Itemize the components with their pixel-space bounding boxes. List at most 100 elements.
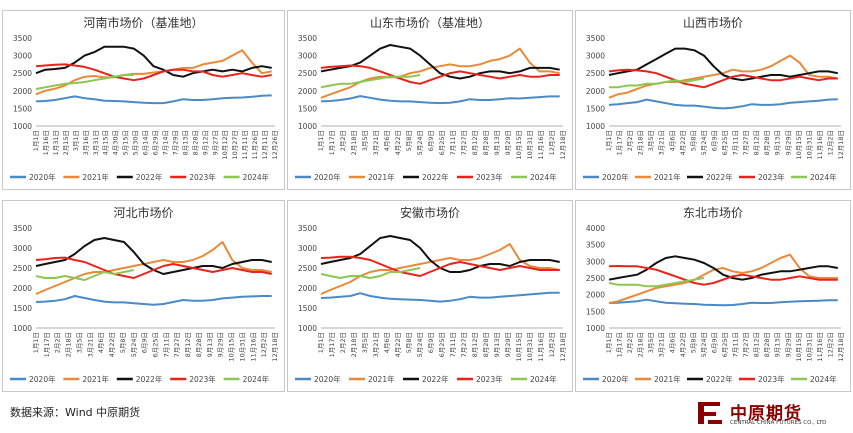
x-tick-label: 8月13日 <box>181 130 189 155</box>
y-tick-label: 3000 <box>586 257 605 266</box>
x-tick-label: 10月15日 <box>515 130 523 160</box>
x-tick-label: 8月12日 <box>184 332 192 357</box>
x-tick-label: 12月18日 <box>559 332 567 362</box>
series-line-2024年 <box>35 74 134 90</box>
y-tick-label: 1000 <box>13 122 32 131</box>
series-line-2023年 <box>320 255 560 277</box>
x-tick-label: 5月8日 <box>689 332 697 353</box>
legend-label: 2022年 <box>706 172 733 182</box>
x-tick-label: 10月27日 <box>231 130 239 160</box>
chart-panel-hebei: 河北市场价 1000 1500 2000 2500 3000 3500 1月1日 1月17日 2月… <box>2 200 285 392</box>
legend-label: 2023年 <box>476 374 503 384</box>
legend-label: 2023年 <box>758 172 785 182</box>
x-tick-label: 7月11日 <box>449 130 457 155</box>
x-tick-label: 10月31日 <box>805 332 813 362</box>
x-tick-label: 2月18日 <box>350 130 358 155</box>
series-line-2024年 <box>609 77 705 89</box>
chart-title: 河北市场价 <box>113 205 173 220</box>
y-tick-label: 2000 <box>13 284 32 293</box>
x-tick-label: 8月12日 <box>471 130 479 155</box>
legend-label: 2024年 <box>530 374 557 384</box>
y-tick-label: 2500 <box>586 69 605 78</box>
legend-label: 2020年 <box>602 374 629 384</box>
series-line-2023年 <box>608 68 838 89</box>
y-tick-label: 1000 <box>586 324 605 333</box>
x-tick-label: 4月22日 <box>679 332 687 357</box>
x-tick-label: 9月13日 <box>206 332 214 357</box>
y-tick-label: 4000 <box>586 224 605 233</box>
x-tick-label: 5月8日 <box>119 332 127 353</box>
chart-panel-shandong: 山东市场价（基准地） 1000 1500 2000 2500 3000 3500 1月1日 1月… <box>287 10 573 190</box>
x-tick-label: 7月27日 <box>742 130 750 155</box>
x-tick-label: 5月8日 <box>689 130 697 151</box>
x-tick-label: 9月13日 <box>774 130 782 155</box>
y-tick-label: 1500 <box>13 304 32 313</box>
x-tick-label: 1月1日 <box>605 130 613 151</box>
y-tick-label: 3500 <box>586 241 605 250</box>
x-tick-label: 10月15日 <box>515 332 523 362</box>
x-tick-label: 7月11日 <box>732 332 740 357</box>
series-line-2023年 <box>35 63 272 82</box>
series-line-2024年 <box>320 74 421 89</box>
x-tick-label: 12月18日 <box>559 130 567 160</box>
x-tick-label: 12月11日 <box>261 130 269 160</box>
x-tick-label: 11月16日 <box>537 332 545 362</box>
x-tick-label: 11月16日 <box>537 130 545 160</box>
x-tick-label: 9月29日 <box>784 130 792 155</box>
series-line-2020年 <box>320 95 560 105</box>
legend-label: 2021年 <box>82 172 109 182</box>
x-tick-label: 10月31日 <box>805 130 813 160</box>
legend-label: 2021年 <box>654 172 681 182</box>
legend-label: 2024年 <box>530 172 557 182</box>
x-tick-label: 3月5日 <box>647 332 655 353</box>
x-tick-label: 6月25日 <box>721 130 729 155</box>
chart-panel-shanxi: 山西市场价 1000 1500 2000 2500 3000 3500 1月1日 1月17日 2月… <box>575 10 851 190</box>
series-line-2020年 <box>320 291 560 303</box>
x-tick-label: 2月2日 <box>339 130 347 151</box>
x-tick-label: 5月24日 <box>130 332 138 357</box>
x-tick-label: 7月29日 <box>171 130 179 155</box>
legend-label: 2020年 <box>314 172 341 182</box>
x-tick-label: 2月2日 <box>626 332 634 353</box>
legend-label: 2020年 <box>29 374 56 384</box>
legend-label: 2023年 <box>189 172 216 182</box>
x-tick-label: 4月6日 <box>668 332 676 353</box>
series-line-2022年 <box>320 44 560 80</box>
chart-title: 山西市场价 <box>683 15 743 30</box>
y-tick-label: 2000 <box>13 87 32 96</box>
x-tick-label: 3月21日 <box>86 332 94 357</box>
x-tick-label: 10月31日 <box>238 332 246 362</box>
x-tick-label: 4月6日 <box>383 332 391 353</box>
x-tick-label: 7月27日 <box>173 332 181 357</box>
x-tick-label: 2月2日 <box>626 130 634 151</box>
x-tick-label: 1月16日 <box>42 130 50 155</box>
series-line-2020年 <box>35 94 272 105</box>
x-tick-label: 5月24日 <box>700 130 708 155</box>
x-tick-label: 12月26日 <box>271 130 279 160</box>
x-tick-label: 9月27日 <box>211 130 219 155</box>
x-tick-label: 6月25日 <box>721 332 729 357</box>
x-tick-label: 6月9日 <box>427 130 435 151</box>
x-tick-label: 7月11日 <box>449 332 457 357</box>
x-tick-label: 9月13日 <box>774 332 782 357</box>
y-tick-label: 1500 <box>298 104 317 113</box>
x-tick-label: 9月29日 <box>504 130 512 155</box>
chart-panel-dongbei: 东北市场价 1000 1500 2000 2500 3000 3500 4000 1月1日 1月1… <box>575 200 851 392</box>
x-tick-label: 3月21日 <box>372 130 380 155</box>
x-tick-label: 6月25日 <box>438 130 446 155</box>
x-tick-label: 4月22日 <box>394 130 402 155</box>
x-tick-label: 2月2日 <box>339 332 347 353</box>
series-line-2021年 <box>608 54 838 99</box>
series-line-2021年 <box>608 253 838 304</box>
x-tick-label: 1月31日 <box>52 130 60 155</box>
x-tick-label: 4月22日 <box>679 130 687 155</box>
logo-text-en: CENTRAL CHINA FUTURES CO., LTD <box>730 420 827 426</box>
x-tick-label: 6月9日 <box>141 332 149 353</box>
x-tick-label: 10月12日 <box>221 130 229 160</box>
x-tick-label: 5月8日 <box>405 332 413 353</box>
y-tick-label: 1500 <box>586 104 605 113</box>
chart-frame <box>575 200 851 392</box>
legend-label: 2022年 <box>706 374 733 384</box>
